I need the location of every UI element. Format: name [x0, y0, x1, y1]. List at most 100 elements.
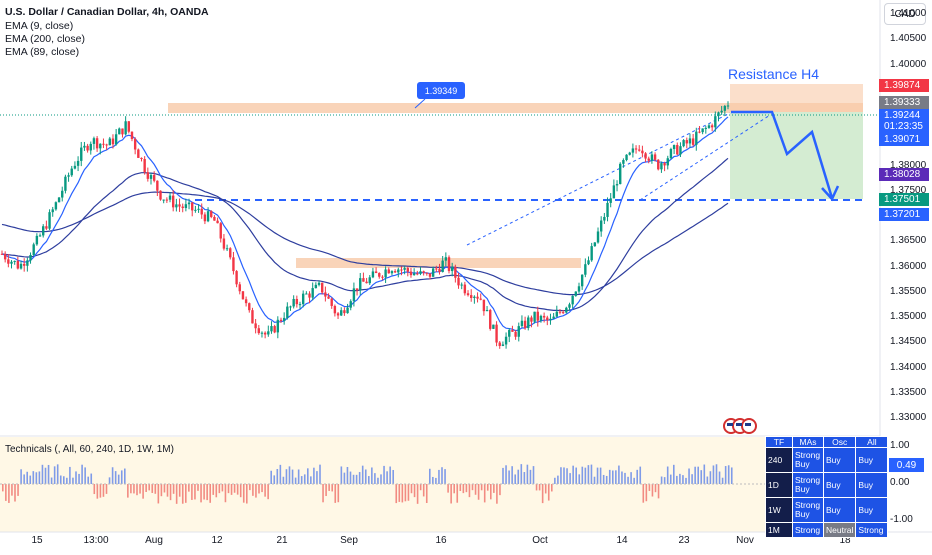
oscillator-bar — [392, 469, 394, 484]
oscillator-bar — [307, 468, 309, 484]
oscillator-bar — [69, 466, 71, 484]
oscillator-bar — [233, 484, 236, 493]
oscillator-bar — [2, 484, 4, 492]
indicator-ema200[interactable]: EMA (200, close) — [5, 33, 85, 45]
oscillator-bar — [551, 484, 553, 492]
candle-body — [219, 223, 222, 239]
oscillator-bar — [499, 484, 501, 496]
oscillator-bar — [612, 470, 614, 484]
candle-body — [669, 149, 673, 159]
oscillator-bar — [364, 469, 367, 484]
oscillator-bar — [642, 484, 645, 503]
candle-body — [568, 304, 571, 308]
candle-body — [57, 197, 61, 203]
candle-body — [672, 145, 676, 150]
oscillator-bar — [249, 484, 251, 491]
candle-body — [327, 296, 330, 299]
oscillator-bar — [450, 484, 452, 504]
oscillator-bar — [386, 471, 388, 484]
candle-body — [118, 128, 121, 135]
price-tag-target: 1.37501 — [879, 193, 929, 206]
time-tick: 23 — [678, 535, 690, 546]
ema-9-line — [1, 116, 729, 332]
technicals-label[interactable]: Technicals (, All, 60, 240, 1D, 1W, 1M) — [5, 444, 174, 455]
oscillator-bar — [666, 466, 669, 484]
candle-body — [704, 127, 708, 129]
oscillator-bar — [261, 484, 263, 493]
candle-body — [577, 286, 581, 292]
candle-body — [444, 257, 448, 261]
candle-body — [374, 271, 378, 274]
candle-body — [707, 125, 711, 128]
oscillator-bar — [441, 467, 443, 484]
oscillator-bar — [325, 484, 327, 497]
candle-body — [584, 264, 587, 275]
indicator-ema9[interactable]: EMA (9, close) — [5, 20, 74, 32]
candle-body — [216, 220, 219, 224]
candle-body — [431, 268, 435, 277]
oscillator-bar — [270, 470, 272, 484]
oscillator-bar — [310, 476, 312, 484]
candle-body — [171, 195, 175, 208]
candle-body — [479, 298, 482, 300]
candle-body — [419, 271, 422, 274]
target-zone — [730, 112, 863, 199]
oscillator-bar — [285, 469, 288, 484]
oscillator-bar — [618, 465, 620, 484]
candle-body — [587, 260, 590, 265]
oscillator-bar — [197, 484, 199, 491]
candle-body — [720, 110, 723, 113]
candle-body — [514, 331, 517, 337]
candle-body — [425, 272, 429, 274]
oscillator-bar — [288, 466, 291, 484]
oscillator-bar — [303, 474, 306, 484]
candle-body — [64, 176, 67, 191]
price-callout[interactable]: 1.39349 — [417, 82, 465, 99]
oscillator-bar — [453, 484, 455, 494]
currency-button[interactable]: CAD — [884, 3, 926, 25]
oscillator-bar — [578, 474, 581, 484]
candle-body — [159, 190, 162, 200]
oscillator-bar — [529, 469, 532, 484]
indicator-ema89[interactable]: EMA (89, close) — [5, 46, 80, 58]
candle-body — [438, 268, 441, 272]
oscillator-bar — [41, 464, 44, 484]
time-tick: Oct — [532, 535, 548, 546]
candle-body — [362, 278, 365, 282]
price-tag-stop: 1.39874 — [879, 79, 929, 92]
candle-body — [403, 268, 406, 270]
oscillator-bar — [444, 469, 446, 484]
oscillator-bar — [605, 475, 608, 484]
candle-body — [482, 299, 486, 312]
oscillator-bar — [255, 484, 257, 498]
candle-body — [476, 296, 479, 299]
candle-body — [574, 291, 578, 296]
row-mas: Strong — [792, 522, 824, 538]
candle-body — [102, 143, 105, 145]
oscillator-bar — [560, 467, 562, 484]
candle-body — [92, 138, 96, 144]
candle-body — [501, 344, 505, 346]
candle-body — [38, 235, 42, 237]
us-flag-icon[interactable] — [723, 418, 757, 434]
oscillator-bar — [669, 474, 672, 484]
candle-body — [70, 168, 73, 176]
oscillator-bar — [224, 484, 227, 503]
candle-body — [710, 125, 714, 128]
candle-body — [263, 332, 267, 335]
oscillator-bar — [398, 484, 401, 502]
oscillator-bar — [154, 484, 157, 494]
oscillator-bar — [328, 484, 330, 491]
oscillator-bar — [294, 477, 297, 484]
candle-body — [517, 326, 520, 337]
oscillator-bar — [334, 484, 337, 503]
oscillator-bar — [282, 476, 285, 484]
candle-body — [330, 298, 333, 306]
oscillator-bar — [29, 475, 32, 484]
candle-body — [397, 269, 400, 273]
price-tag-zone: 1.39333 — [879, 96, 929, 109]
oscillator-bar — [160, 484, 163, 497]
candle-body — [13, 260, 16, 262]
